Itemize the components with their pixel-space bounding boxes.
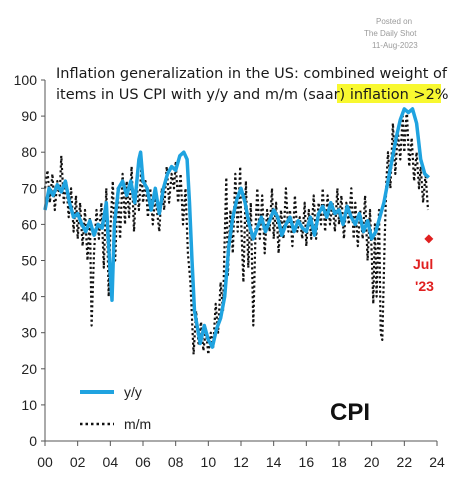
y-ticks: 0 10 20 30 40 50 60 70 80 90 100 — [14, 72, 45, 449]
y-tick-label: 90 — [21, 108, 37, 124]
x-tick-label: 12 — [233, 454, 249, 470]
series-layer — [43, 107, 430, 356]
y-tick-label: 10 — [21, 397, 37, 413]
series-line-mm — [43, 107, 430, 356]
y-tick-label: 100 — [14, 72, 38, 88]
title-highlight — [337, 84, 441, 103]
y-tick-label: 0 — [29, 433, 37, 449]
annotation-label-month: Jul — [413, 256, 433, 272]
annotation-label-year: '23 — [415, 278, 434, 294]
chart-title-line2-prefix: items in US CPI with y/y and m/m (saar) — [56, 87, 350, 103]
x-tick-label: 16 — [299, 454, 315, 470]
x-tick-label: 00 — [37, 454, 53, 470]
x-ticks: 00 02 04 06 08 10 12 14 16 18 20 22 24 — [37, 441, 445, 470]
x-tick-label: 02 — [70, 454, 86, 470]
legend: y/y m/m — [80, 384, 151, 432]
annotation-marker — [424, 234, 434, 244]
watermark: Posted on The Daily Shot 11-Aug-2023 — [364, 17, 418, 50]
y-tick-label: 50 — [21, 253, 37, 269]
legend-label-mm: m/m — [124, 416, 151, 432]
y-tick-label: 40 — [21, 289, 37, 305]
y-tick-label: 60 — [21, 216, 37, 232]
chart-title-line1: Inflation generalization in the US: comb… — [56, 66, 448, 82]
x-tick-label: 14 — [266, 454, 282, 470]
cpi-label: CPI — [330, 399, 370, 426]
y-tick-label: 70 — [21, 180, 37, 196]
x-tick-label: 08 — [168, 454, 184, 470]
x-tick-label: 20 — [364, 454, 380, 470]
watermark-line2: The Daily Shot — [364, 29, 417, 38]
x-tick-label: 22 — [397, 454, 413, 470]
y-tick-label: 30 — [21, 325, 37, 341]
x-tick-label: 06 — [135, 454, 151, 470]
x-tick-label: 04 — [103, 454, 119, 470]
chart-title-highlight-text: inflation >2% — [350, 87, 449, 103]
chart-title-line2: items in US CPI with y/y and m/m (saar) … — [56, 87, 449, 103]
x-tick-label: 18 — [331, 454, 347, 470]
x-tick-label: 10 — [201, 454, 217, 470]
y-tick-label: 20 — [21, 361, 37, 377]
watermark-line3: 11-Aug-2023 — [372, 41, 418, 50]
y-tick-label: 80 — [21, 144, 37, 160]
series-line-yy — [43, 107, 430, 349]
chart-title: Inflation generalization in the US: comb… — [56, 66, 449, 103]
x-tick-label: 24 — [429, 454, 445, 470]
legend-label-yy: y/y — [124, 384, 142, 400]
annotation-layer: Jul '23 — [413, 234, 434, 294]
watermark-line1: Posted on — [376, 17, 412, 26]
